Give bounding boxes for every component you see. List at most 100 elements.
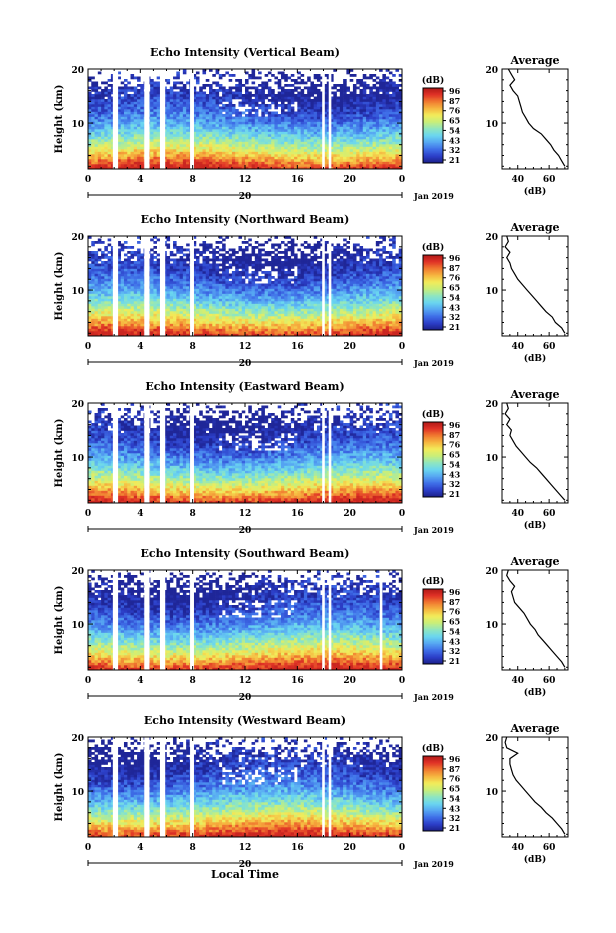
heatmap-cell [180, 314, 184, 317]
heatmap-cell [291, 129, 295, 132]
heatmap-cell [382, 107, 386, 110]
heatmap-cell [216, 139, 220, 142]
heatmap-cell [291, 299, 295, 302]
heatmap-cell [350, 299, 354, 302]
heatmap-cell [317, 97, 321, 100]
heatmap-cell [173, 92, 177, 95]
heatmap-cell [310, 304, 314, 307]
heatmap-cell [248, 134, 252, 137]
heatmap-cell [180, 296, 184, 299]
heatmap-cell [346, 326, 350, 329]
heatmap-cell [98, 324, 102, 327]
heatmap-cell [196, 147, 200, 150]
heatmap-cell [307, 149, 311, 152]
heatmap-cell [343, 326, 347, 329]
heatmap-cell [209, 149, 213, 152]
heatmap-cell [389, 299, 393, 302]
heatmap-cell [366, 87, 370, 90]
heatmap-cell [157, 324, 161, 327]
heatmap-cell [124, 137, 128, 140]
heatmap-cell [281, 149, 285, 152]
heatmap-cell [104, 304, 108, 307]
heatmap-cell [180, 119, 184, 122]
heatmap-cell [232, 129, 236, 132]
heatmap-cell [297, 147, 301, 150]
heatmap-cell [281, 329, 285, 332]
heatmap-cell [101, 134, 105, 137]
heatmap-cell [317, 129, 321, 132]
heatmap-cell [395, 117, 399, 120]
heatmap-cell [317, 132, 321, 135]
heatmap-cell [376, 144, 380, 147]
heatmap-cell [242, 102, 246, 105]
heatmap-cell [157, 139, 161, 142]
heatmap-cell [307, 331, 311, 334]
heatmap-cell [337, 299, 341, 302]
heatmap-cell [127, 321, 131, 324]
heatmap-cell [219, 112, 223, 115]
heatmap-cell [389, 157, 393, 160]
heatmap-cell [350, 122, 354, 125]
heatmap-cell [127, 164, 131, 167]
heatmap-cell [95, 162, 99, 165]
heatmap-cell [150, 301, 154, 304]
heatmap-cell [176, 102, 180, 105]
heatmap-cell [104, 326, 108, 329]
heatmap-cell [173, 296, 177, 299]
heatmap-cell [386, 159, 390, 162]
heatmap-cell [150, 142, 154, 145]
heatmap-cell [337, 102, 341, 105]
heatmap-cell [104, 147, 108, 150]
heatmap-cell [359, 304, 363, 307]
heatmap-cell [379, 124, 383, 127]
heatmap-cell [131, 119, 135, 122]
heatmap-cell [382, 159, 386, 162]
heatmap-cell [108, 117, 112, 120]
heatmap-cell [183, 321, 187, 324]
heatmap-cell [157, 127, 161, 130]
heatmap-cell [392, 129, 396, 132]
heatmap-cell [281, 321, 285, 324]
heatmap-cell [366, 109, 370, 112]
heatmap-cell [317, 329, 321, 332]
heatmap-cell [222, 311, 226, 314]
heatmap-cell [291, 124, 295, 127]
heatmap-cell [304, 129, 308, 132]
heatmap-cell [202, 162, 206, 165]
heatmap-cell [101, 132, 105, 135]
heatmap-cell [104, 324, 108, 327]
heatmap-cell [150, 137, 154, 140]
heatmap-cell [121, 316, 125, 319]
heatmap-cell [366, 99, 370, 102]
heatmap-cell [248, 144, 252, 147]
heatmap-cell [274, 134, 278, 137]
heatmap-cell [232, 331, 236, 334]
heatmap-cell [369, 87, 373, 90]
heatmap-cell [340, 117, 344, 120]
heatmap-cell [235, 134, 239, 137]
heatmap-cell [238, 124, 242, 127]
heatmap-cell [255, 134, 259, 137]
heatmap-cell [353, 134, 357, 137]
heatmap-cell [310, 119, 314, 122]
heatmap-cell [307, 99, 311, 102]
heatmap-cell [343, 159, 347, 162]
heatmap-cell [183, 97, 187, 100]
heatmap-cell [386, 134, 390, 137]
heatmap-cell [281, 119, 285, 122]
heatmap-cell [392, 87, 396, 90]
heatmap-cell [255, 314, 259, 317]
heatmap-cell [186, 82, 190, 85]
heatmap-cell [297, 157, 301, 160]
heatmap-cell [150, 321, 154, 324]
heatmap-cell [261, 87, 265, 90]
heatmap-cell [176, 119, 180, 122]
heatmap-cell [317, 162, 321, 165]
heatmap-cell [291, 304, 295, 307]
heatmap-cell [104, 102, 108, 105]
heatmap-cell [317, 316, 321, 319]
heatmap-cell [140, 124, 144, 127]
heatmap-cell [127, 157, 131, 160]
heatmap-cell [124, 299, 128, 302]
heatmap-cell [206, 301, 210, 304]
